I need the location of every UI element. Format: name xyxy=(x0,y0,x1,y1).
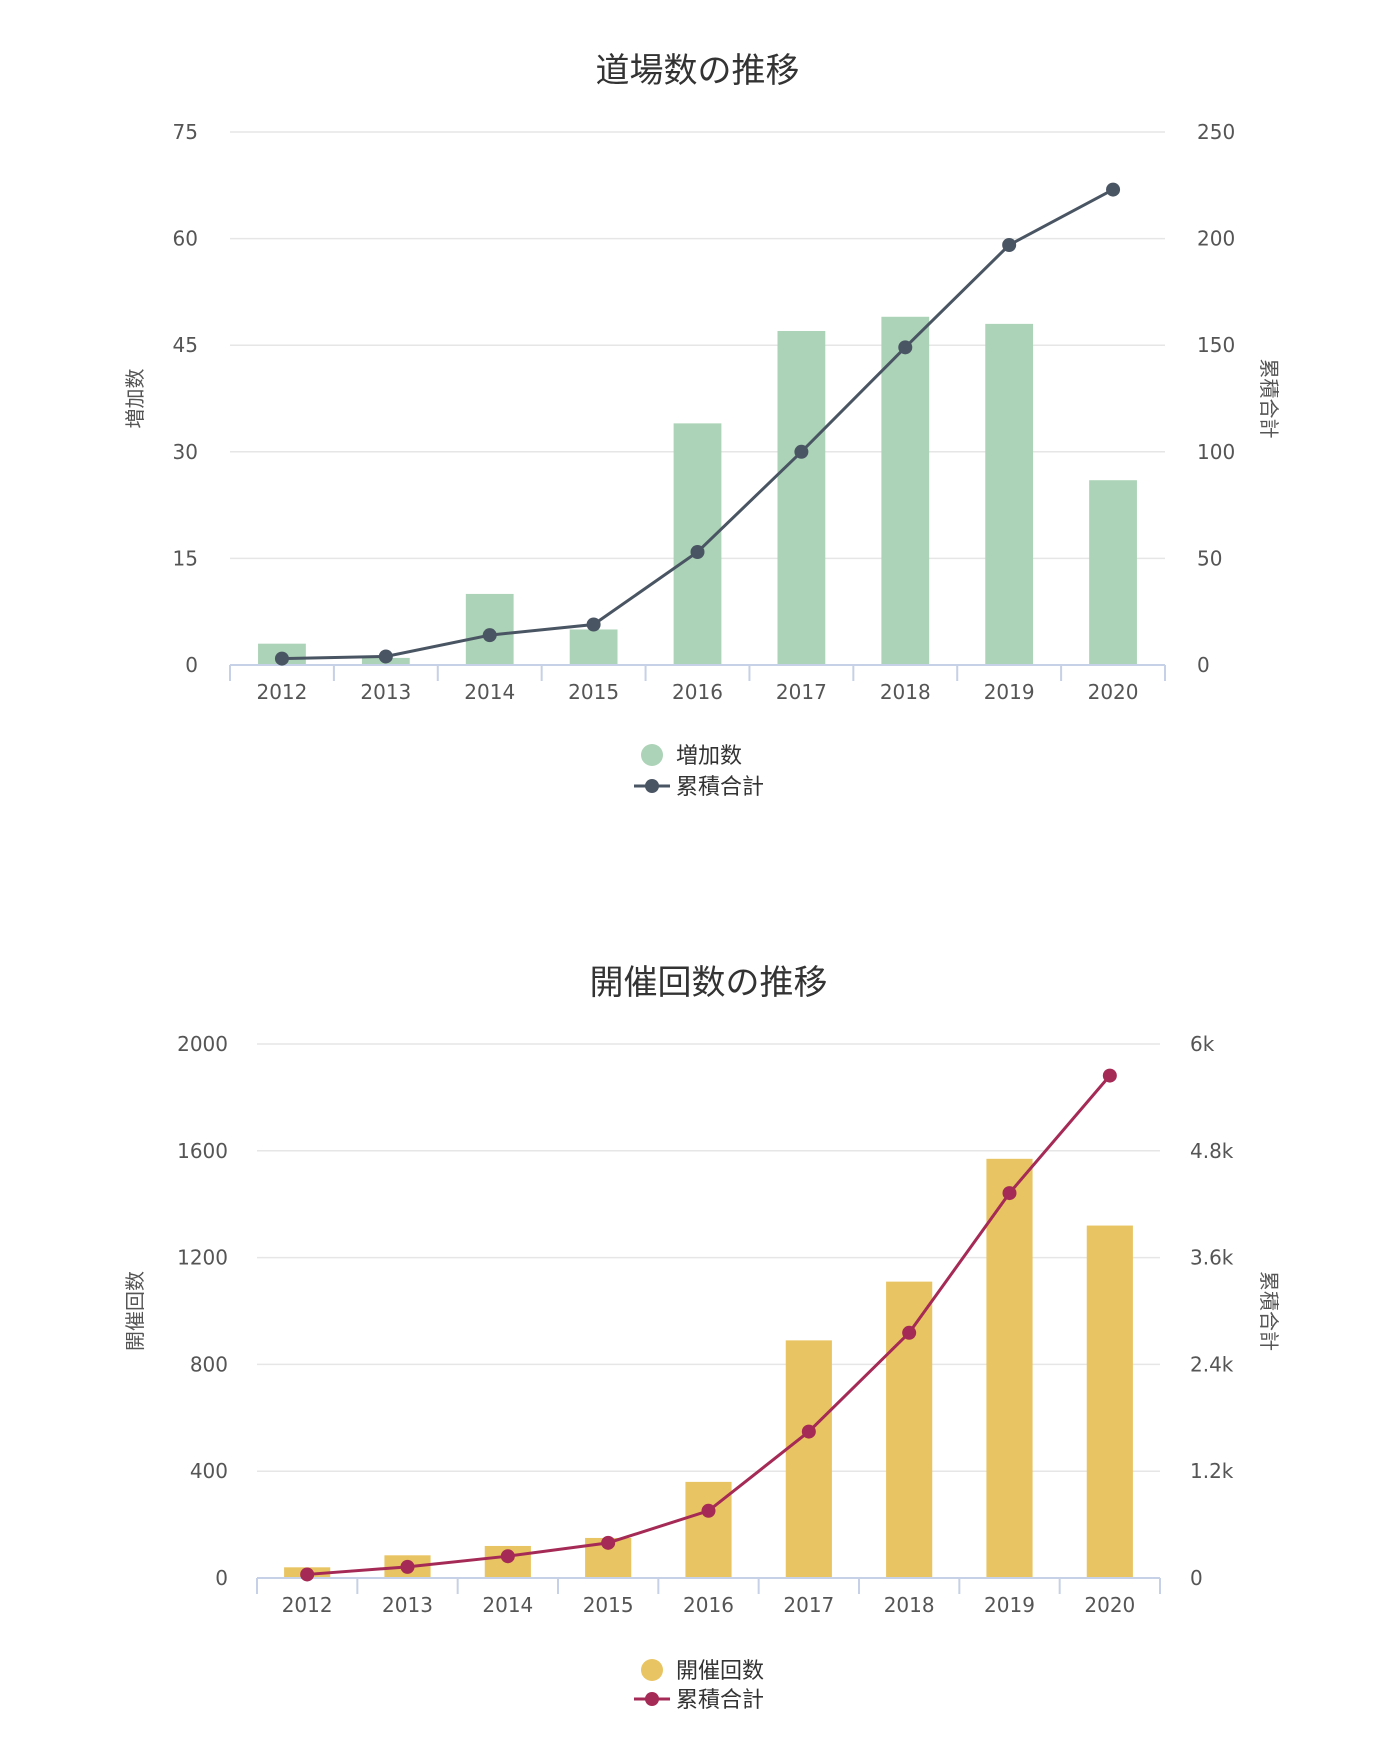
x-tick-label: 2014 xyxy=(464,680,515,704)
chart-title: 道場数の推移 xyxy=(596,51,800,91)
y-axis-title-left: 増加数 xyxy=(123,369,147,429)
y-tick-left: 2000 xyxy=(177,1032,228,1056)
y-tick-left: 0 xyxy=(185,653,198,677)
y-tick-right: 0 xyxy=(1190,1566,1203,1590)
y-tick-right: 0 xyxy=(1197,653,1210,677)
bar xyxy=(1086,1225,1133,1578)
cumulative-point xyxy=(500,1549,515,1564)
x-tick-label: 2017 xyxy=(783,1593,834,1617)
y-tick-right: 3.6k xyxy=(1190,1246,1234,1270)
x-tick-label: 2016 xyxy=(683,1593,734,1617)
y-tick-right: 150 xyxy=(1197,333,1235,357)
x-tick-label: 2012 xyxy=(282,1593,333,1617)
x-tick-label: 2016 xyxy=(672,680,723,704)
legend-line-dot xyxy=(645,1692,659,1706)
legend-line-label: 累積合計 xyxy=(676,775,764,800)
y-tick-left: 0 xyxy=(215,1566,228,1590)
bar xyxy=(1089,480,1137,665)
cumulative-point xyxy=(601,1535,616,1550)
x-tick-label: 2020 xyxy=(1084,1593,1135,1617)
cumulative-point xyxy=(690,545,705,560)
y-tick-left: 1200 xyxy=(177,1246,228,1270)
cumulative-point xyxy=(1002,1186,1017,1201)
bar xyxy=(673,423,722,665)
y-tick-left: 30 xyxy=(173,440,198,464)
chart-event-count: 開催回数の推移 2000 6k 1600 4.8k 1200 3.6k 800 2.4k 400 1… xyxy=(123,963,1281,1713)
x-tick-label: 2012 xyxy=(256,680,307,704)
y-tick-right: 50 xyxy=(1197,546,1222,570)
cumulative-point xyxy=(378,649,393,664)
bar xyxy=(785,1340,832,1578)
x-tick-label: 2014 xyxy=(482,1593,533,1617)
y-tick-left: 75 xyxy=(173,120,198,144)
y-tick-left: 60 xyxy=(173,227,198,251)
cumulative-point xyxy=(794,444,809,459)
bar xyxy=(985,323,1034,665)
cumulative-point xyxy=(1106,182,1121,197)
y-tick-right: 100 xyxy=(1197,440,1235,464)
bar xyxy=(986,1158,1033,1578)
y-tick-left: 800 xyxy=(190,1352,228,1376)
cumulative-point xyxy=(300,1567,315,1582)
cumulative-point xyxy=(902,1325,917,1340)
cumulative-point xyxy=(801,1424,816,1439)
cumulative-point xyxy=(586,617,601,632)
x-tick-label: 2015 xyxy=(583,1593,634,1617)
y-tick-left: 400 xyxy=(190,1459,228,1483)
y-tick-left: 15 xyxy=(173,546,198,570)
legend-bar-marker xyxy=(641,1659,663,1681)
x-tick-label: 2018 xyxy=(884,1593,935,1617)
y-tick-left: 1600 xyxy=(177,1139,228,1163)
y-axis-title-right: 累積合計 xyxy=(1257,359,1281,439)
y-tick-right: 1.2k xyxy=(1190,1459,1234,1483)
legend-bar-label: 開催回数 xyxy=(676,1659,764,1684)
y-tick-right: 2.4k xyxy=(1190,1352,1234,1376)
y-tick-right: 250 xyxy=(1197,120,1235,144)
bar xyxy=(777,330,826,665)
cumulative-point xyxy=(898,340,913,355)
legend-bar-label: 増加数 xyxy=(676,744,742,769)
cumulative-point xyxy=(1102,1068,1117,1083)
x-tick-label: 2015 xyxy=(568,680,619,704)
chart-dojo-count: 道場数の推移 75 250 60 200 45 150 30 100 15 50 0 0 2012 2013… xyxy=(123,51,1281,800)
x-tick-label: 2017 xyxy=(776,680,827,704)
chart-title: 開催回数の推移 xyxy=(590,963,828,1003)
legend-line-dot xyxy=(645,779,659,793)
x-tick-label: 2020 xyxy=(1088,680,1139,704)
x-tick-label: 2018 xyxy=(880,680,931,704)
x-tick-label: 2013 xyxy=(360,680,411,704)
bar xyxy=(569,629,618,665)
legend-line-label: 累積合計 xyxy=(676,1688,764,1713)
cumulative-point xyxy=(400,1559,415,1574)
y-tick-right: 200 xyxy=(1197,227,1235,251)
y-tick-left: 45 xyxy=(173,333,198,357)
y-axis-title-left: 開催回数 xyxy=(123,1271,147,1351)
x-tick-label: 2019 xyxy=(984,680,1035,704)
y-axis-title-right: 累積合計 xyxy=(1257,1271,1281,1351)
cumulative-point xyxy=(482,628,497,643)
cumulative-point xyxy=(701,1503,716,1518)
cumulative-point xyxy=(274,651,289,666)
x-tick-label: 2013 xyxy=(382,1593,433,1617)
x-tick-label: 2019 xyxy=(984,1593,1035,1617)
legend-bar-marker xyxy=(641,744,663,766)
bar xyxy=(881,316,930,665)
cumulative-point xyxy=(1002,237,1017,252)
y-tick-right: 4.8k xyxy=(1190,1139,1234,1163)
y-tick-right: 6k xyxy=(1190,1032,1215,1056)
